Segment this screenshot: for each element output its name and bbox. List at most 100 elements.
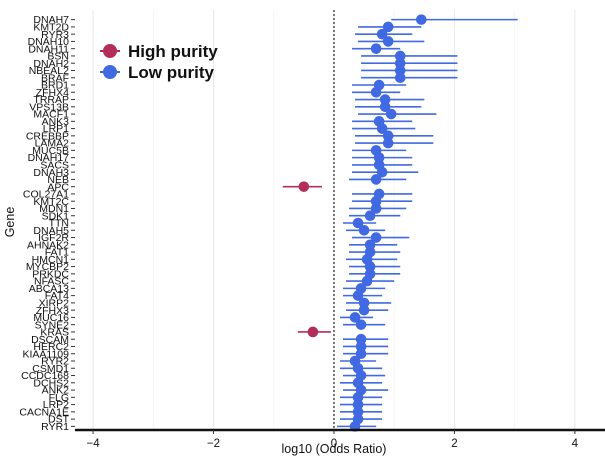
gene-label-dst: DST: [48, 414, 70, 426]
point-crebbp: [382, 130, 394, 142]
x-tick-label: −4: [87, 438, 101, 450]
x-tick-label: 4: [572, 438, 579, 450]
gene-label-hmcn1: HMCN1: [32, 254, 69, 266]
point-nbeal2: [394, 65, 406, 76]
point-braf: [394, 72, 406, 84]
gene-label-dnah7: DNAH7: [33, 14, 69, 26]
point-apc: [298, 181, 310, 192]
point-zfhx3: [358, 304, 370, 316]
point-cacna1e: [352, 406, 364, 418]
gene-label-ryr3: RYR3: [41, 29, 69, 41]
legend-swatch-high-purity: [103, 44, 117, 58]
gene-label-ank3: ANK3: [42, 116, 70, 128]
gene-label-lama2: LAMA2: [35, 138, 70, 150]
gene-label-mycbp2: MYCBP2: [26, 261, 69, 273]
point-dnah5: [358, 224, 370, 236]
gene-label-ccdc168: CCDC168: [21, 370, 69, 382]
gene-label-col27a1: COL27A1: [23, 189, 69, 201]
point-bsn: [394, 50, 406, 62]
gene-label-nfasc: NFASC: [34, 276, 69, 288]
point-dnah17: [373, 152, 385, 163]
gene-label-crebbp: CREBBP: [26, 130, 69, 142]
point-kiaa1109: [355, 348, 367, 360]
point-muc16: [349, 312, 361, 323]
gene-label-braf: BRAF: [41, 72, 69, 84]
gene-label-zfhx4: ZFHX4: [36, 87, 69, 99]
point-ttn: [352, 217, 364, 229]
gene-label-kras: KRAS: [40, 327, 69, 339]
point-macf1: [385, 108, 397, 120]
gene-label-muc5b: MUC5B: [32, 145, 69, 157]
x-tick-label: 2: [451, 438, 457, 450]
gene-label-nbeal2: NBEAL2: [29, 65, 69, 77]
point-flg: [352, 392, 364, 403]
point-herc2: [355, 341, 367, 352]
point-lama2: [382, 137, 394, 149]
y-axis-title: Gene: [3, 207, 17, 238]
gene-label-dnah11: DNAH11: [28, 43, 69, 55]
gene-label-vps13b: VPS13B: [29, 101, 69, 113]
point-fat4: [352, 290, 364, 301]
point-neb: [370, 174, 382, 185]
gene-label-dnah17: DNAH17: [28, 152, 70, 164]
gene-label-syne2: SYNE2: [35, 319, 70, 331]
gene-label-lrp2: LRP2: [43, 399, 69, 411]
gene-label-dchs2: DCHS2: [33, 377, 69, 389]
gene-label-kmt2c: KMT2C: [33, 196, 69, 208]
point-nfasc: [361, 275, 373, 287]
gene-label-dnah5: DNAH5: [33, 225, 69, 237]
gene-label-muc16: MUC16: [33, 312, 69, 324]
gene-label-sdk1: SDK1: [42, 210, 70, 222]
gene-label-igf2r: IGF2R: [38, 232, 69, 244]
gene-label-dscam: DSCAM: [31, 334, 69, 346]
point-dnah10: [382, 36, 394, 47]
gene-label-zfhx3: ZFHX3: [36, 305, 69, 317]
gene-label-bsn: BSN: [47, 51, 69, 63]
point-xirp2: [358, 297, 370, 309]
legend-swatch-low-purity: [103, 65, 117, 79]
point-ahnak2: [364, 239, 376, 251]
x-axis-ticks: −4 −2 0 2 4: [87, 430, 579, 450]
gene-label-dnah10: DNAH10: [28, 36, 70, 48]
point-lrp2: [352, 399, 364, 410]
x-axis-title: log10 (Odds Ratio): [282, 442, 387, 456]
gene-label-fat4: FAT4: [45, 290, 69, 302]
point-kras: [307, 326, 319, 338]
gene-label-macf1: MACF1: [33, 109, 69, 121]
gene-label-ahnak2: AHNAK2: [27, 239, 69, 251]
gene-label-ank2: ANK2: [42, 385, 70, 397]
legend: High purity Low purity: [100, 42, 218, 82]
gene-label-csmd1: CSMD1: [32, 363, 69, 375]
point-estimates: [298, 14, 427, 432]
gene-label-xirp2: XIRP2: [39, 297, 70, 309]
point-dscam: [355, 333, 367, 345]
gene-label-ryr2: RYR2: [41, 356, 69, 368]
gene-label-prkdc: PRKDC: [32, 268, 69, 280]
point-igf2r: [370, 232, 382, 243]
gene-axis-labels: DNAH7KMT2DRYR3DNAH10DNAH11BSNDNAH2NBEAL2…: [19, 14, 75, 433]
x-tick-label: −2: [207, 438, 220, 450]
gene-label-kmt2d: KMT2D: [33, 21, 69, 33]
legend-label-high-purity: High purity: [128, 42, 218, 61]
point-dnah7: [416, 14, 427, 25]
gene-label-kiaa1109: KIAA1109: [22, 348, 69, 360]
gene-label-abca13: ABCA13: [29, 283, 69, 295]
gene-label-cacna1e: CACNA1E: [19, 406, 69, 418]
point-kmt2c: [370, 195, 382, 207]
gene-label-trrap: TRRAP: [33, 94, 69, 106]
point-dnah11: [370, 43, 382, 54]
gene-label-ttn: TTN: [49, 218, 69, 230]
point-dnah2: [394, 57, 406, 69]
gene-label-fat1: FAT1: [45, 247, 69, 259]
gene-label-apc: APC: [47, 181, 69, 193]
point-ryr3: [376, 28, 388, 40]
gene-label-sacs: SACS: [40, 159, 69, 171]
point-vps13b: [379, 101, 391, 113]
gene-label-dnah3: DNAH3: [33, 167, 69, 179]
x-tick-label: 0: [331, 438, 337, 450]
legend-label-low-purity: Low purity: [128, 63, 214, 82]
point-mdn1: [370, 203, 382, 214]
point-lrp1: [376, 123, 388, 134]
gene-label-dnah2: DNAH2: [33, 58, 69, 70]
